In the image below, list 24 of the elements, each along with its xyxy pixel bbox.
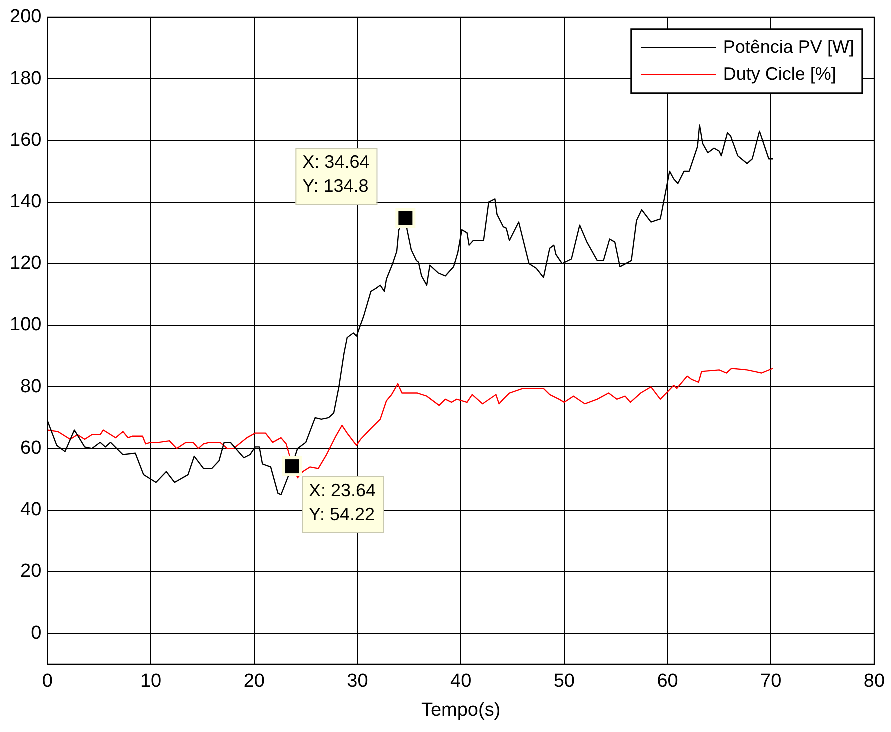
legend-label: Duty Cicle [%] <box>723 64 836 84</box>
y-tick-label: 200 <box>10 6 42 28</box>
y-tick-label: 100 <box>10 314 42 336</box>
y-tick-label: 140 <box>10 191 42 212</box>
annotation: X: 23.64 Y: 54.22 <box>309 480 376 525</box>
y-tick-label: 0 <box>31 622 42 644</box>
y-tick-label: 40 <box>20 500 42 521</box>
x-tick-label: 10 <box>140 671 162 692</box>
y-tick-label: 180 <box>10 68 42 90</box>
x-tick-label: 50 <box>554 671 575 692</box>
y-tick-label: 120 <box>10 253 42 274</box>
annotation: X: 34.64 Y: 134.8 <box>302 152 370 196</box>
y-tick-label: 80 <box>20 376 42 398</box>
y-tick-label: 60 <box>20 438 42 459</box>
x-tick-label: 60 <box>657 671 678 692</box>
x-tick-label: 80 <box>864 671 886 692</box>
x-axis-title: Tempo(s) <box>421 700 501 721</box>
y-tick-label: 20 <box>20 561 42 582</box>
x-tick-label: 40 <box>450 671 472 692</box>
x-tick-label: 20 <box>244 671 265 692</box>
y-tick-label: 160 <box>10 130 42 151</box>
x-tick-label: 70 <box>760 671 782 692</box>
legend-label: Potência PV [W] <box>723 36 854 57</box>
x-tick-label: 30 <box>347 671 368 692</box>
